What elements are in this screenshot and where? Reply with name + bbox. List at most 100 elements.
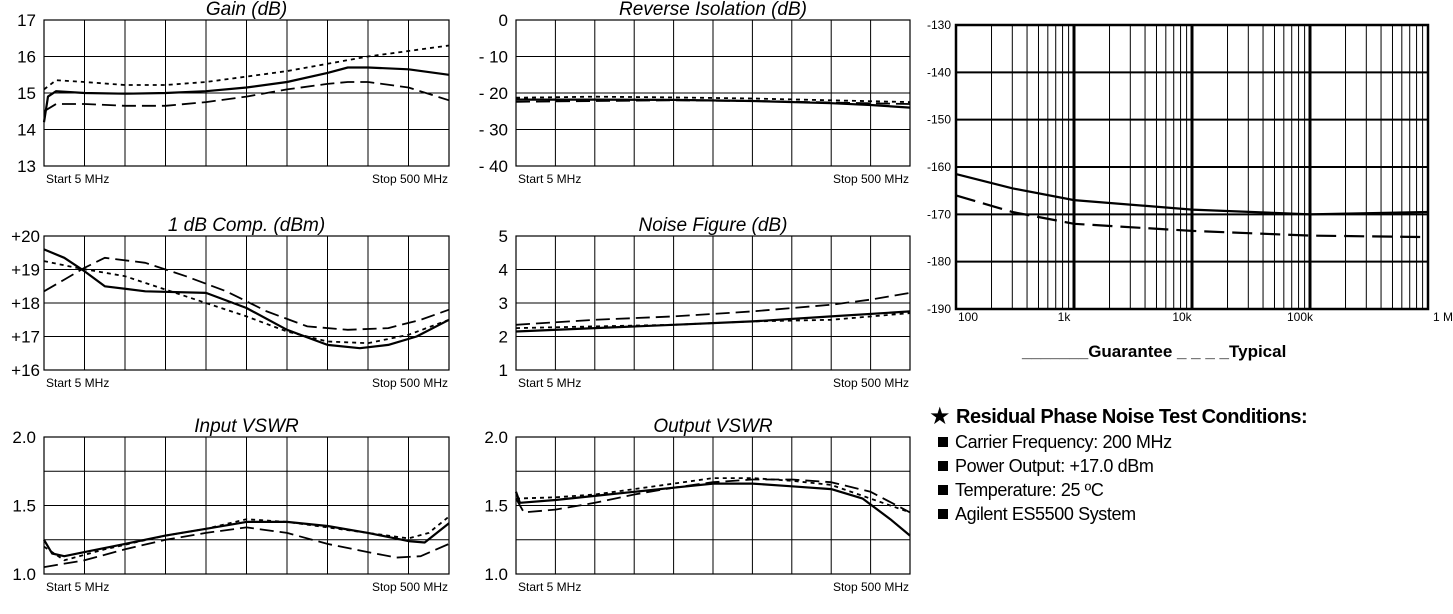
condition-item: Agilent ES5500 System [955,504,1136,524]
x-stop-label: Stop 500 MHz [372,172,448,186]
chart-title: Output VSWR [653,416,773,437]
chart-title: Reverse Isolation (dB) [619,0,807,20]
y-tick-label: 14 [17,121,36,140]
series-line-solid [43,520,450,558]
bullet-icon [938,461,948,471]
x-tick-label: 1k [1058,310,1072,324]
series-line-dashed [515,478,911,514]
y-tick-label: -130 [927,18,951,32]
chart-panel-5: Output VSWR 2.0 1.5 1.0 Start 5 MHz Stop 500 … [484,416,911,594]
series-line-dashed [515,99,911,105]
condition-item: Carrier Frequency: 200 MHz [955,432,1172,452]
y-tick-label: 3 [499,294,508,313]
x-tick-label: 100k [1287,310,1314,324]
y-tick-label: -150 [927,113,951,127]
chart-title: Noise Figure (dB) [639,215,788,236]
star-icon: ★ [929,402,951,430]
plot-frame [515,436,911,575]
y-tick-label: 16 [17,48,36,67]
y-tick-label: -190 [927,302,951,316]
condition-item: Power Output: +17.0 dBm [955,456,1153,476]
y-tick-label: - 20 [479,84,508,103]
x-stop-label: Stop 500 MHz [372,580,448,594]
series-line-dotted [43,515,450,562]
plot-frame [515,235,911,371]
bullet-icon [938,509,948,519]
plot-frame [43,235,450,371]
legend-guarantee-swatch: _______ [1021,342,1089,361]
x-tick-label: 10k [1172,310,1192,324]
y-tick-label: 1.0 [484,565,508,584]
test-conditions: ★ Residual Phase Noise Test Conditions: Ca… [929,402,1308,524]
x-stop-label: Stop 500 MHz [833,172,909,186]
chart-panel-2: 1 dB Comp. (dBm) +20 +19 +18 +17 +16 Start 5 M… [11,215,450,390]
chart-title: 1 dB Comp. (dBm) [168,215,325,236]
x-start-label: Start 5 MHz [46,376,109,390]
series-line-dotted [515,95,911,103]
chart-panel-4: Input VSWR 2.0 1.5 1.0 Start 5 MHz Stop 500 M… [12,416,450,594]
y-tick-label: +19 [11,261,40,280]
condition-item: Temperature: 25 ºC [955,480,1104,500]
bullet-icon [938,485,948,495]
conditions-heading: Residual Phase Noise Test Conditions: [956,406,1307,428]
y-tick-label: 15 [17,84,36,103]
y-tick-label: 5 [499,227,508,246]
chart-title: Input VSWR [194,416,299,437]
y-tick-label: - 40 [479,157,508,176]
phase-noise-chart: -130 -140 -150 -160 -170 -180 -190 100 1k 10k 100k… [927,18,1453,361]
y-tick-label: -160 [927,160,951,174]
legend: _______Guarantee _ _ _ _Typical [1021,342,1286,361]
series-line-dotted [515,477,911,514]
y-tick-label: +18 [11,294,40,313]
y-tick-label: 1.0 [12,565,36,584]
y-tick-label: +20 [11,227,40,246]
x-start-label: Start 5 MHz [518,172,581,186]
series-line-dashed [43,81,450,113]
series-line-guarantee [955,173,1429,216]
series-line-dashed [43,256,450,331]
series-line-dotted [43,44,450,91]
y-tick-label: +17 [11,328,40,347]
x-tick-label: 100 [958,310,978,324]
series-line-solid [514,482,911,537]
x-tick-label: 1 M [1433,310,1453,324]
x-start-label: Start 5 MHz [518,376,581,390]
x-stop-label: Stop 500 MHz [372,376,448,390]
legend-guarantee-label: Guarantee [1088,342,1177,361]
series-line-solid [515,310,911,333]
series-line-solid [42,66,450,123]
chart-title: Gain (dB) [206,0,287,20]
y-tick-label: 17 [17,11,36,30]
series-line-typical [955,194,1429,239]
y-tick-label: 0 [499,11,508,30]
plot-frame [515,19,911,167]
y-tick-label: 2.0 [12,428,36,447]
y-tick-label: 4 [499,261,508,280]
x-start-label: Start 5 MHz [46,172,109,186]
x-stop-label: Stop 500 MHz [833,376,909,390]
plot-frame [954,23,1430,311]
y-tick-label: -170 [927,207,951,221]
x-start-label: Start 5 MHz [518,580,581,594]
series-line-solid [43,248,450,350]
legend-typical-swatch: _ _ _ _ [1176,342,1230,361]
y-tick-label: - 10 [479,48,508,67]
series-line-dotted [43,260,450,345]
chart-panel-1: Reverse Isolation (dB) 0 - 10 - 20 - 30 - 40 S… [479,0,911,186]
y-tick-label: - 30 [479,121,508,140]
y-tick-label: +16 [11,361,40,380]
plot-frame [43,19,450,167]
y-tick-label: 2 [499,328,508,347]
y-tick-label: 1 [499,361,508,380]
x-stop-label: Stop 500 MHz [833,580,909,594]
bullet-icon [938,437,948,447]
series-line-solid [516,98,911,109]
y-tick-label: 1.5 [12,497,36,516]
chart-panel-0: Gain (dB) 17 16 15 14 13 Start 5 MHz Stop 500 M… [17,0,450,186]
y-tick-label: 13 [17,157,36,176]
y-tick-label: 1.5 [484,497,508,516]
legend-typical-label: Typical [1229,342,1286,361]
series-line-dashed [43,526,450,568]
series-line-dotted [515,312,911,329]
